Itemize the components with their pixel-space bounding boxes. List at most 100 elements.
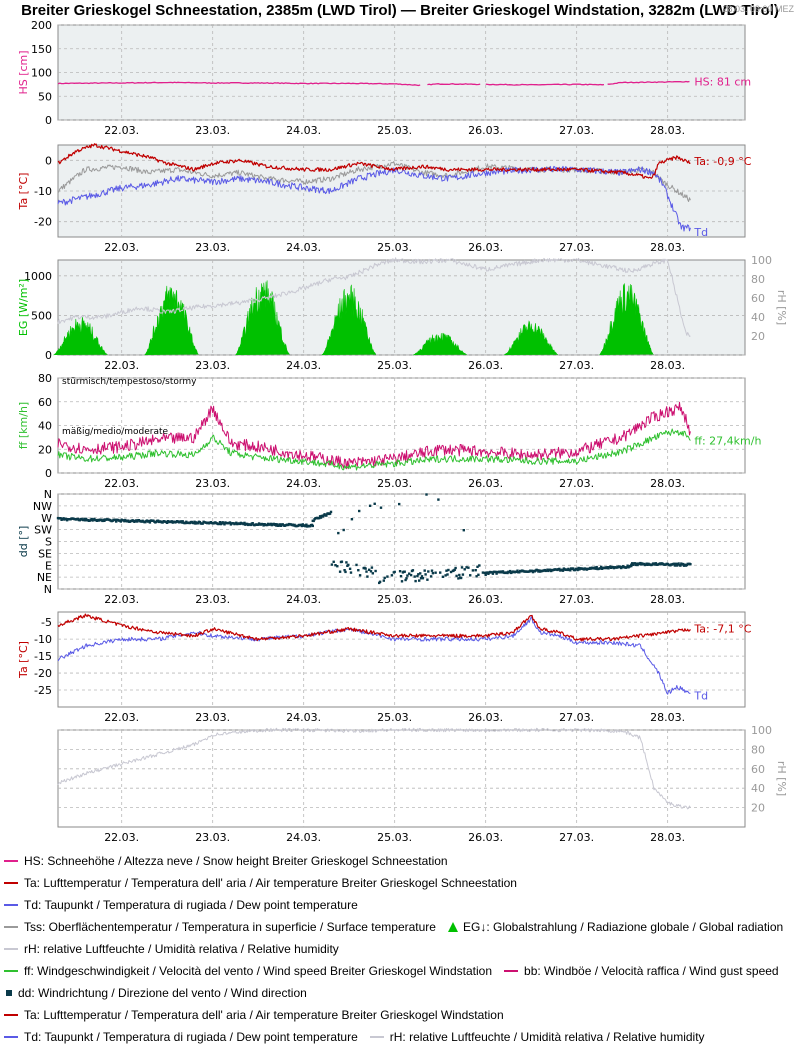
dd-point bbox=[357, 569, 360, 572]
dd-point bbox=[672, 562, 676, 565]
legend-item: Ta: Lufttemperatur / Temperatura dell' a… bbox=[4, 1008, 504, 1022]
dd-point bbox=[465, 566, 468, 569]
dd-point bbox=[673, 564, 677, 567]
x-tick-label: 26.03. bbox=[468, 241, 503, 254]
dd-point bbox=[198, 521, 202, 524]
dd-point bbox=[516, 569, 519, 572]
dd-point bbox=[201, 522, 204, 525]
y-tick-label: 0 bbox=[45, 154, 52, 167]
y-tick-label: 50 bbox=[38, 90, 52, 103]
dd-point bbox=[571, 567, 575, 570]
dd-point bbox=[476, 565, 479, 568]
dd-point bbox=[349, 571, 353, 574]
dd-point bbox=[370, 566, 374, 569]
dd-point bbox=[471, 569, 475, 572]
x-tick-label: 26.03. bbox=[468, 359, 503, 372]
legend-marker-icon bbox=[4, 860, 18, 862]
dd-point bbox=[398, 502, 401, 506]
dd-point bbox=[345, 561, 348, 564]
dd-point bbox=[417, 573, 420, 576]
y-tick-label: SW bbox=[34, 524, 52, 537]
dd-point bbox=[83, 517, 86, 521]
dd-point bbox=[374, 569, 377, 573]
dd-point bbox=[463, 568, 466, 571]
legend-item: Td: Taupunkt / Temperatura di rugiada / … bbox=[4, 1030, 358, 1044]
x-tick-label: 28.03. bbox=[650, 124, 685, 137]
dd-point bbox=[477, 573, 480, 576]
dd-point bbox=[170, 520, 173, 523]
y2-tick-label: 60 bbox=[751, 763, 765, 776]
dd-point bbox=[408, 572, 411, 575]
dd-point bbox=[103, 519, 106, 522]
dd-point bbox=[495, 572, 498, 575]
dd-point bbox=[413, 575, 416, 578]
legend-row: dd: Windrichtung / Direzione del vento /… bbox=[4, 982, 319, 1004]
y-axis-label: Ta [°C] bbox=[17, 641, 30, 679]
x-tick-label: 24.03. bbox=[286, 711, 321, 724]
dd-point bbox=[411, 569, 415, 572]
y2-tick-label: 40 bbox=[751, 311, 765, 324]
series-ta2-last-value: Ta: -7,1 °C bbox=[693, 622, 751, 635]
legend-text: EG↓: Globalstrahlung / Radiazione global… bbox=[462, 920, 784, 934]
x-tick-label: 28.03. bbox=[650, 831, 685, 844]
dd-point bbox=[486, 571, 489, 574]
dd-point bbox=[469, 574, 472, 577]
y-tick-label: 150 bbox=[31, 43, 52, 56]
legend-row: HS: Schneehöhe / Altezza neve / Snow hei… bbox=[4, 850, 460, 872]
legend-row: Td: Taupunkt / Temperatura di rugiada / … bbox=[4, 894, 370, 916]
dd-point bbox=[459, 576, 463, 580]
dd-point bbox=[59, 517, 62, 520]
x-tick-label: 23.03. bbox=[195, 124, 230, 137]
x-tick-label: 27.03. bbox=[559, 477, 594, 490]
dd-point bbox=[243, 521, 246, 525]
y-axis-label: dd [°] bbox=[17, 526, 30, 558]
x-tick-label: 24.03. bbox=[286, 477, 321, 490]
y2-tick-label: 100 bbox=[751, 254, 772, 267]
dd-point bbox=[679, 564, 682, 567]
y-tick-label: -15 bbox=[34, 650, 52, 663]
dd-point bbox=[332, 560, 335, 563]
x-tick-label: 27.03. bbox=[559, 124, 594, 137]
plot-area-ta2 bbox=[57, 611, 746, 708]
y-tick-label: E bbox=[45, 559, 52, 572]
dd-point bbox=[386, 575, 389, 578]
legend-marker-icon bbox=[4, 1036, 18, 1038]
dd-point bbox=[630, 563, 633, 566]
dd-point bbox=[630, 564, 633, 568]
dd-point bbox=[251, 522, 254, 525]
x-tick-label: 22.03. bbox=[104, 477, 139, 490]
y-tick-label: 0 bbox=[45, 349, 52, 362]
dd-point bbox=[378, 580, 382, 583]
legend-item: Td: Taupunkt / Temperatura di rugiada / … bbox=[4, 898, 358, 912]
legend-marker-icon bbox=[4, 926, 18, 928]
dd-point bbox=[342, 528, 345, 532]
dd-point bbox=[600, 565, 603, 569]
dd-point bbox=[368, 504, 372, 507]
dd-point bbox=[447, 568, 450, 572]
x-tick-label: 28.03. bbox=[650, 593, 685, 606]
legend-marker-icon bbox=[4, 904, 18, 906]
dd-point bbox=[379, 506, 383, 509]
dd-point bbox=[654, 562, 657, 565]
dd-point bbox=[689, 563, 692, 566]
series-dd-segment-0 bbox=[56, 516, 314, 528]
legend-text: Ta: Lufttemperatur / Temperatura dell' a… bbox=[24, 1008, 504, 1022]
dd-point bbox=[595, 565, 598, 569]
dd-point bbox=[235, 521, 238, 524]
series-dd-segment-1 bbox=[311, 510, 333, 523]
dd-point bbox=[426, 578, 429, 581]
y-tick-label: 1000 bbox=[24, 270, 52, 283]
legend-item: ff: Windgeschwindigkeit / Velocità del v… bbox=[4, 964, 492, 978]
dd-point bbox=[350, 518, 354, 521]
eg-radiation-day-5 bbox=[503, 320, 559, 356]
legend-text: HS: Schneehöhe / Altezza neve / Snow hei… bbox=[24, 854, 448, 868]
dd-point bbox=[577, 566, 580, 570]
dd-point bbox=[639, 561, 642, 565]
dd-point bbox=[115, 520, 118, 523]
charts-canvas: 22.03. 23.03. 24.03. 25.03. 26.03. 27.03. 28.0… bbox=[17, 19, 788, 844]
x-tick-label: 22.03. bbox=[104, 359, 139, 372]
dd-point bbox=[369, 570, 373, 573]
dd-point bbox=[166, 521, 169, 524]
legend-text: dd: Windrichtung / Direzione del vento /… bbox=[18, 986, 307, 1000]
y2-axis-label: rH [%] bbox=[775, 761, 788, 796]
